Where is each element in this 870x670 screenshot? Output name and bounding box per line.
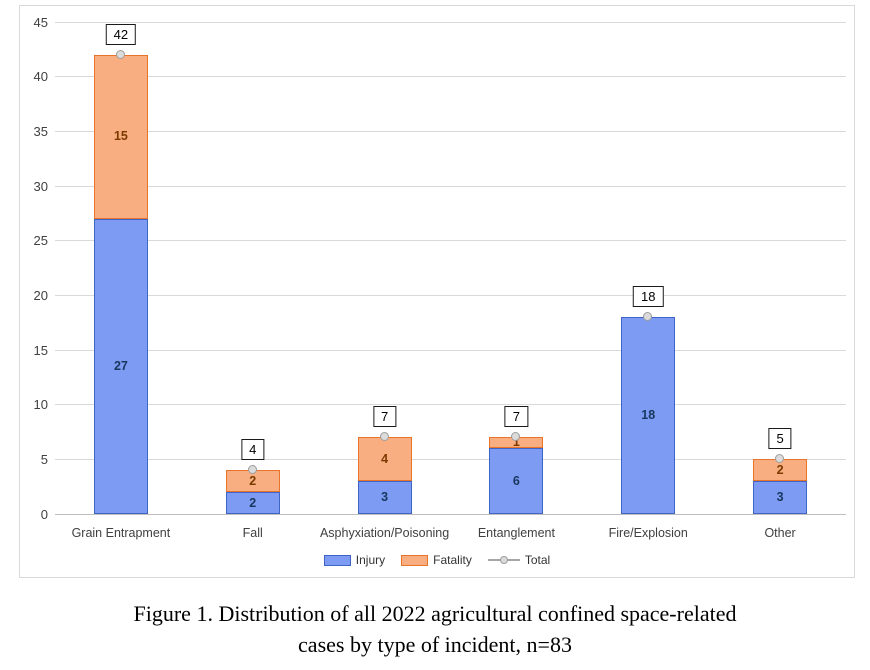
total-marker xyxy=(379,432,389,442)
bar-value-label: 15 xyxy=(113,129,128,144)
x-axis-category-label: Asphyxiation/Poisoning xyxy=(319,526,450,540)
legend-item-injury: Injury xyxy=(323,553,386,567)
bar-segment-injury xyxy=(489,448,544,514)
bar-segment-fatality xyxy=(93,54,148,219)
total-value-label: 7 xyxy=(504,406,529,428)
bar-value-label: 18 xyxy=(641,408,656,423)
legend-item-fatality: Fatality xyxy=(401,553,472,567)
bar-segment-injury xyxy=(621,317,676,514)
x-axis-line xyxy=(55,513,846,515)
bar-segment-fatality xyxy=(357,437,412,482)
x-axis-category-label: Other xyxy=(764,526,796,540)
caption-line-2: cases by type of incident, n=83 xyxy=(298,632,572,657)
chart-area: 0 5 10 15 20 25 30 35 40 45 27 15 42 Grain Entrapment… xyxy=(19,5,855,578)
x-axis-category-label: Fire/Explosion xyxy=(608,526,688,540)
gridline xyxy=(55,130,846,132)
y-axis-tick-label: 10 xyxy=(33,397,48,413)
legend-swatch-fatality xyxy=(401,554,429,566)
total-line-marker-icon xyxy=(487,555,520,565)
bar-value-label: 27 xyxy=(113,358,128,373)
bar-value-label: 3 xyxy=(381,490,389,505)
y-axis-tick-label: 15 xyxy=(33,342,48,358)
x-axis-category-label: Entanglement xyxy=(477,526,555,540)
bar-value-label: 3 xyxy=(776,490,784,505)
total-marker xyxy=(775,454,785,464)
y-axis-tick-label: 40 xyxy=(33,69,48,85)
bar-value-label: 2 xyxy=(249,495,257,510)
y-axis-tick-label: 35 xyxy=(33,123,48,139)
gridline xyxy=(55,240,846,242)
total-marker xyxy=(247,465,257,475)
legend-swatch-injury xyxy=(323,554,351,566)
x-axis-category-label: Fall xyxy=(242,526,263,540)
legend-label-total: Total xyxy=(524,553,551,567)
legend-label-fatality: Fatality xyxy=(433,553,472,567)
y-axis-tick-label: 0 xyxy=(40,506,48,522)
total-value-label: 18 xyxy=(633,286,664,308)
gridline xyxy=(55,294,846,296)
total-value-label: 42 xyxy=(105,23,137,45)
gridline xyxy=(55,185,846,187)
caption-line-1: Figure 1. Distribution of all 2022 agric… xyxy=(133,601,737,626)
total-value-label: 5 xyxy=(768,428,792,450)
total-value-label: 4 xyxy=(241,439,265,461)
bar-value-label: 2 xyxy=(776,462,784,477)
bar-value-label: 1 xyxy=(512,435,520,450)
total-marker xyxy=(115,49,125,59)
total-marker xyxy=(643,312,653,322)
y-axis-tick-label: 25 xyxy=(33,233,48,249)
legend-label-injury: Injury xyxy=(355,553,386,567)
bar-segment-injury xyxy=(93,218,148,514)
bar-segment-injury xyxy=(225,492,280,514)
y-axis-tick-label: 20 xyxy=(33,287,48,303)
gridline xyxy=(55,458,846,460)
figure-caption: Figure 1. Distribution of all 2022 agric… xyxy=(0,598,870,660)
legend: Injury Fatality Total xyxy=(20,551,854,569)
legend-item-total: Total xyxy=(487,553,551,567)
bar-value-label: 6 xyxy=(512,473,520,488)
x-axis-category-label: Grain Entrapment xyxy=(71,526,171,540)
y-axis-tick-label: 45 xyxy=(33,14,48,30)
gridline xyxy=(55,21,846,23)
bar-segment-injury xyxy=(357,481,412,514)
total-marker xyxy=(511,432,521,442)
gridline xyxy=(55,404,846,406)
bar-segment-injury xyxy=(753,481,808,514)
gridline xyxy=(55,349,846,351)
bar-value-label: 2 xyxy=(249,473,257,488)
bar-value-label: 4 xyxy=(381,451,389,466)
y-axis-tick-label: 5 xyxy=(40,451,48,467)
y-axis-tick-label: 30 xyxy=(33,178,48,194)
total-value-label: 7 xyxy=(372,406,397,428)
gridline xyxy=(55,76,846,78)
